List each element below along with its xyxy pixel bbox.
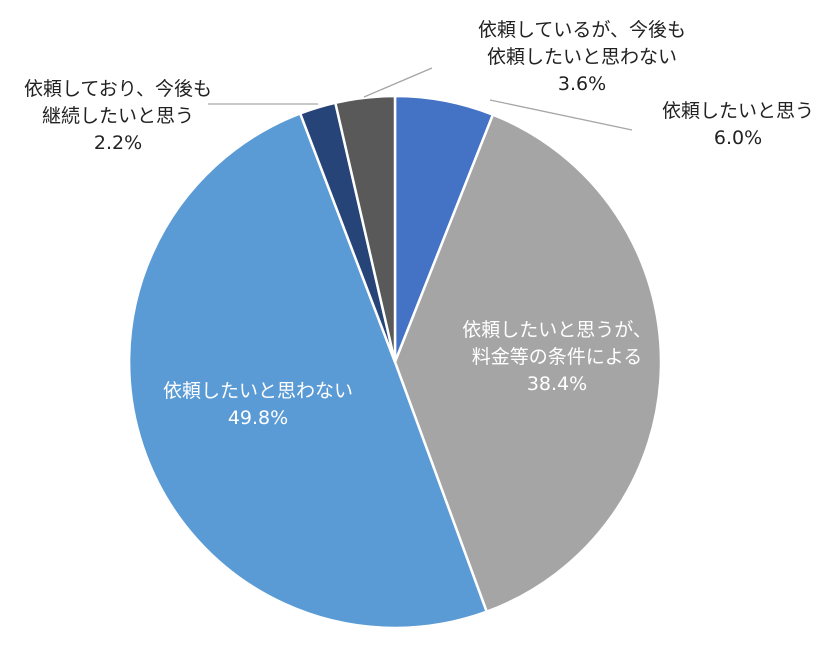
- pie-slices: [127, 94, 663, 630]
- slice-label-line: 依頼したいと思う: [662, 100, 814, 122]
- slice-label-1: 依頼したいと思う 6.0%: [662, 100, 814, 149]
- slice-label-line: 依頼しているが、今後も: [478, 19, 686, 41]
- slice-label-line: 依頼しており、今後も: [24, 78, 212, 100]
- slice-label-line: 依頼したいと思わない: [487, 46, 677, 68]
- slice-percent: 2.2%: [94, 132, 142, 154]
- pie-slice-2: [393, 113, 663, 613]
- slice-label-line: 依頼したいと思うが、: [462, 319, 652, 341]
- slice-label-4: 依頼しており、今後も継続したいと思う 2.2%: [24, 78, 212, 154]
- pie-slice-5: [334, 94, 397, 364]
- slice-labels: 依頼したいと思う 6.0%依頼したいと思うが、料金等の条件による 38.4%依頼した…: [24, 19, 814, 429]
- slice-percent: 3.6%: [558, 73, 606, 95]
- slice-label-2: 依頼したいと思うが、料金等の条件による 38.4%: [462, 319, 652, 395]
- slice-label-3: 依頼したいと思わない 49.8%: [163, 380, 353, 429]
- slice-label-line: 継続したいと思う: [42, 105, 194, 127]
- pie-slice-3: [127, 112, 488, 630]
- leader-lines: [208, 67, 633, 131]
- slice-label-line: 依頼したいと思わない: [163, 380, 353, 402]
- slice-label-5: 依頼しているが、今後も依頼したいと思わない 3.6%: [478, 19, 686, 95]
- slice-percent: 6.0%: [714, 127, 762, 149]
- slice-label-line: 料金等の条件による: [472, 346, 642, 368]
- leader-line-5: [363, 67, 433, 98]
- slice-percent: 49.8%: [228, 407, 288, 429]
- slice-percent: 38.4%: [527, 373, 587, 395]
- leader-line-1: [489, 99, 633, 131]
